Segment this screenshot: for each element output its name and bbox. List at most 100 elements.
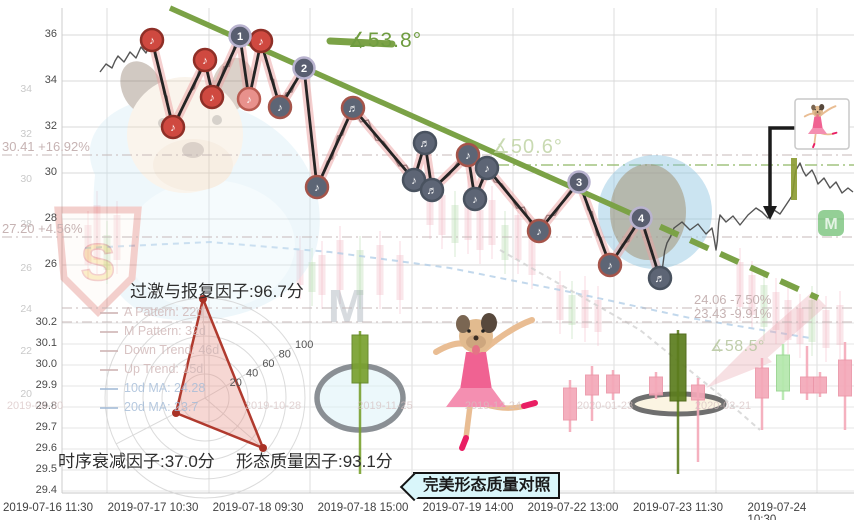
y-axis-tick-bottom: 30.1 (35, 337, 57, 349)
note-marker[interactable] (267, 94, 293, 120)
dancer-thumbnail-box[interactable] (794, 98, 850, 150)
watermark-candle-body (451, 205, 459, 243)
pivot-number-marker[interactable] (629, 206, 653, 230)
x-axis-tick: 2019-07-23 11:30 (633, 502, 723, 514)
y-axis-tick-main: 26 (44, 258, 57, 270)
note-marker[interactable] (455, 142, 481, 168)
radar-scale-tick: 100 (295, 339, 313, 351)
candle-body (351, 334, 369, 384)
radar-ring (123, 316, 287, 480)
legend-item-label: M Pattern: 32d (124, 324, 206, 338)
x-axis-tick: 2019-07-16 11:30 (3, 502, 93, 514)
pivot-number-label: 1 (237, 31, 243, 43)
highlight-candle (791, 158, 797, 200)
radar-ring (142, 335, 268, 461)
watermark-candle-body (308, 262, 316, 292)
note-marker[interactable] (526, 218, 552, 244)
y-axis-tick-bottom: 30.2 (35, 316, 57, 328)
note-marker[interactable] (462, 186, 488, 212)
y-axis-tick-main: 36 (44, 28, 57, 40)
watermark-candle-body (93, 205, 101, 260)
radar-factor-shape-quality: 形态质量因子:93.1分 (236, 452, 393, 471)
pivot-number-label: 4 (638, 213, 645, 225)
note-marker[interactable] (199, 84, 225, 110)
watermark-candle-body (736, 262, 744, 307)
y-axis-tick-bottom: 29.5 (35, 463, 57, 475)
y-axis-tick-main: 34 (44, 74, 57, 86)
y-axis-tick-faded: 34 (20, 83, 32, 95)
y-axis-tick-bottom: 29.9 (35, 379, 57, 391)
trendline-dashed (628, 210, 820, 301)
watermark-candle-body (356, 250, 364, 295)
y-axis-tick-bottom: 30.0 (35, 358, 57, 370)
superdog-ear-left (120, 61, 164, 115)
note-marker[interactable] (304, 174, 330, 200)
note-marker-icon: ♪ (411, 175, 417, 187)
superdog-watermark: S (54, 57, 320, 321)
superdog-letter: S (81, 234, 116, 292)
legend-swatch-icon (100, 387, 118, 390)
pivot-number-marker[interactable] (292, 56, 316, 80)
watermark-pink-arrow-head (706, 342, 772, 388)
note-marker[interactable] (474, 155, 500, 181)
candle-body (669, 333, 687, 402)
watermark-pink-arrow-shaft (742, 292, 826, 368)
watermark-candle-body (748, 275, 756, 315)
x-axis-tick-faded: 2019-11-25 (357, 400, 413, 412)
x-axis-tick-faded: 2020-02-21 (694, 400, 752, 412)
candle-body (813, 376, 827, 394)
radar-factor-overreaction: 过激与报复因子:96.7分 (130, 282, 304, 301)
note-marker[interactable] (192, 47, 218, 73)
note-marker[interactable] (597, 252, 623, 278)
superdog-snout (153, 139, 233, 191)
reference-price-label: 23.43 -9.91% (694, 306, 772, 321)
superdog-cape (89, 96, 320, 321)
perfect-pattern-callout[interactable]: 完美形态质量对照 (399, 472, 560, 501)
trend-angle-label-mid-faded: ∡50.6° (492, 136, 563, 158)
pivot-number-marker[interactable] (567, 170, 591, 194)
faded-trend-line-grey (499, 249, 761, 431)
note-marker-icon: ♬ (420, 138, 431, 150)
note-marker-icon: ♬ (427, 185, 438, 197)
radar-scale-tick: 20 (230, 377, 242, 389)
candle-body (649, 376, 663, 396)
y-axis-tick-faded: 24 (20, 303, 32, 315)
watermark-candle-body (488, 200, 496, 245)
trend-angle-label-low-faded: ∡58.5° (710, 338, 765, 355)
y-axis-tick-bottom: 29.4 (35, 484, 57, 496)
radar-polygon[interactable] (174, 297, 265, 450)
note-marker[interactable] (412, 130, 438, 156)
radar-spoke (115, 397, 206, 445)
watermark-candle-body (808, 300, 816, 342)
note-marker[interactable] (419, 177, 445, 203)
legend-item: Up Trend: 15d (100, 360, 219, 379)
legend-item-label: Down Trend: 46d (124, 343, 220, 357)
x-axis-tick: 2019-07-22 13:00 (527, 502, 619, 514)
x-axis-tick-faded: 2019-12-24 (464, 400, 522, 412)
note-marker[interactable] (340, 95, 366, 121)
x-axis-tick-faded: 2019-10-28 (244, 400, 302, 412)
watermark-candle-body (376, 245, 384, 295)
superdog-eye (212, 115, 222, 125)
note-marker[interactable] (139, 27, 165, 53)
candle-body (563, 387, 577, 421)
note-marker[interactable] (160, 114, 186, 140)
watermark-candle-body (772, 292, 780, 330)
y-axis-tick-main: 30 (44, 166, 57, 178)
watermark-candle-body (760, 285, 768, 327)
y-axis-tick-bottom: 29.8 (35, 400, 57, 412)
watermark-candle-body (501, 225, 509, 260)
legend-item-label: A Pattern: 22d (124, 305, 204, 319)
trend-angle-label-main: ∡53.8° (348, 29, 423, 52)
watermark-candle-body (84, 225, 92, 265)
watermark-candle-body (464, 190, 472, 240)
candle-body (838, 359, 852, 397)
pivot-number-marker[interactable] (228, 24, 252, 48)
note-marker[interactable] (647, 265, 673, 291)
watermark-candle-body (438, 195, 446, 235)
note-marker[interactable] (236, 86, 262, 112)
y-axis-tick-faded: 32 (20, 128, 32, 140)
y-axis-tick-main: 32 (44, 120, 57, 132)
